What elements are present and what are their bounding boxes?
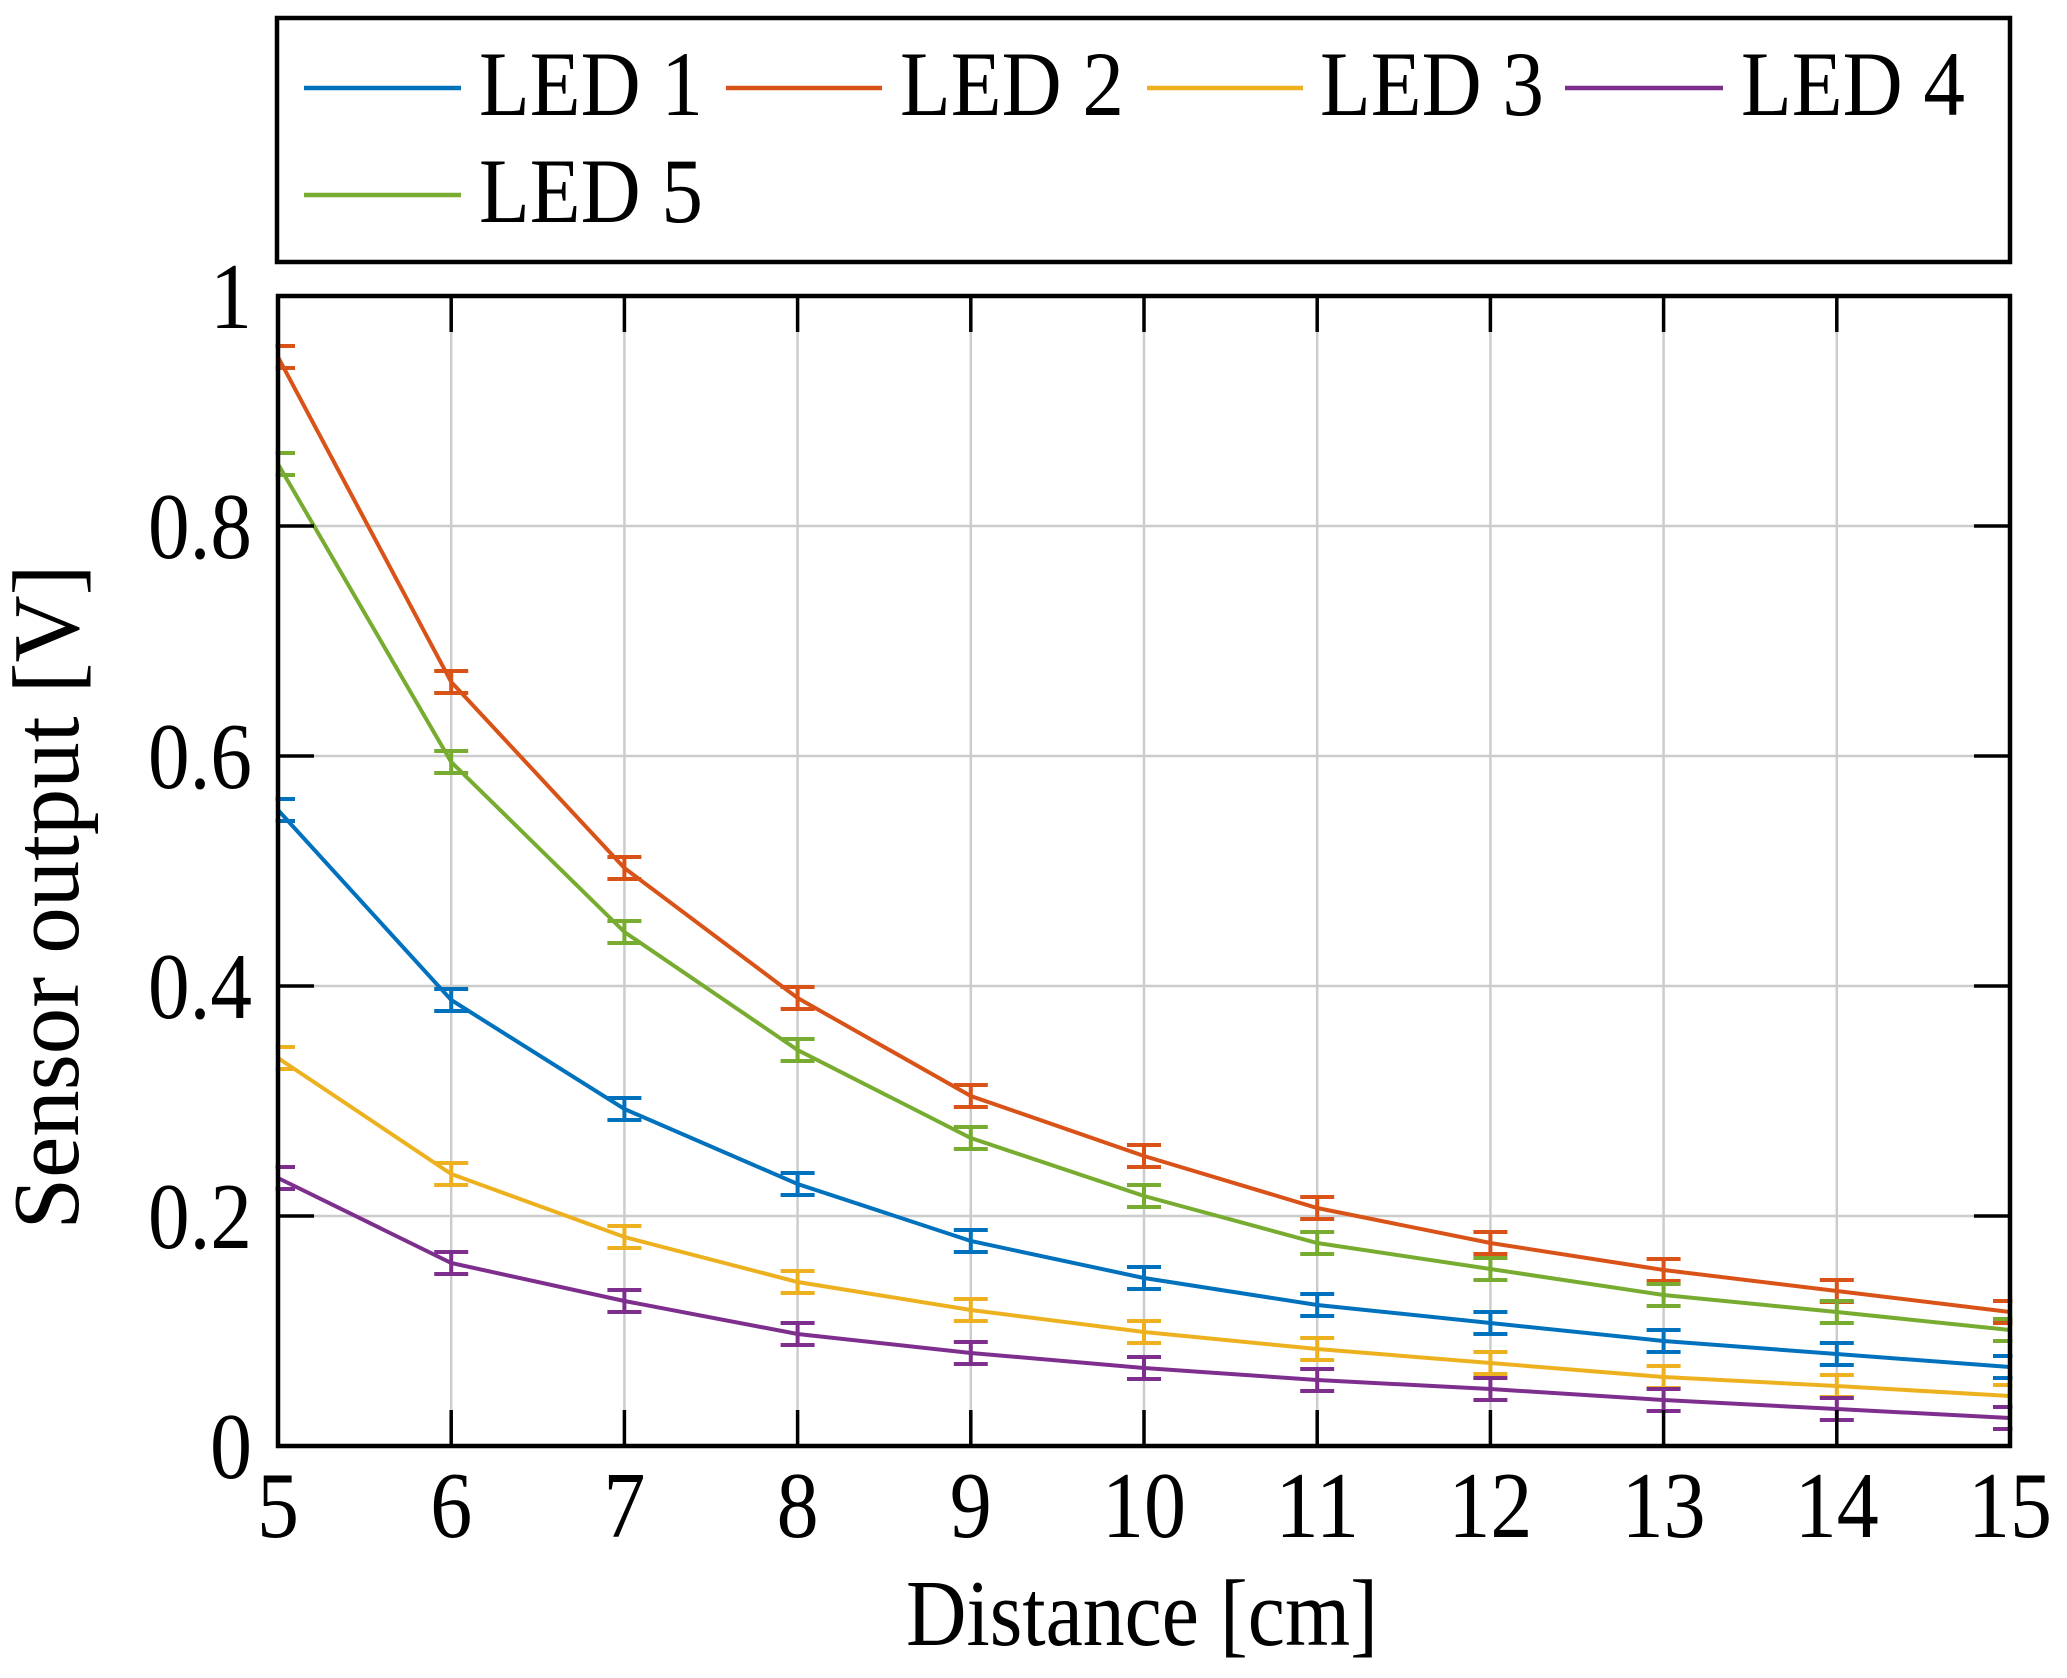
svg-text:LED 1: LED 1: [479, 33, 703, 135]
svg-text:LED 2: LED 2: [900, 33, 1124, 135]
svg-text:15: 15: [1968, 1454, 2052, 1558]
svg-text:Sensor output [V]: Sensor output [V]: [0, 565, 99, 1230]
svg-text:0.8: 0.8: [148, 475, 252, 579]
svg-text:7: 7: [603, 1454, 645, 1558]
svg-text:6: 6: [430, 1454, 472, 1558]
svg-text:0.4: 0.4: [148, 935, 252, 1039]
svg-text:1: 1: [210, 245, 252, 349]
svg-text:0: 0: [210, 1395, 252, 1499]
svg-text:LED 3: LED 3: [1320, 33, 1544, 135]
svg-text:5: 5: [257, 1454, 299, 1558]
svg-text:12: 12: [1448, 1454, 1532, 1558]
svg-text:0.2: 0.2: [148, 1165, 252, 1269]
svg-text:11: 11: [1275, 1454, 1359, 1558]
svg-text:10: 10: [1102, 1454, 1186, 1558]
svg-text:14: 14: [1795, 1454, 1879, 1558]
svg-text:9: 9: [950, 1454, 992, 1558]
svg-text:Distance [cm]: Distance [cm]: [906, 1562, 1378, 1666]
svg-text:13: 13: [1622, 1454, 1706, 1558]
svg-text:LED 4: LED 4: [1741, 33, 1965, 135]
svg-text:0.6: 0.6: [148, 705, 252, 809]
svg-text:LED 5: LED 5: [479, 140, 703, 242]
svg-text:8: 8: [777, 1454, 819, 1558]
